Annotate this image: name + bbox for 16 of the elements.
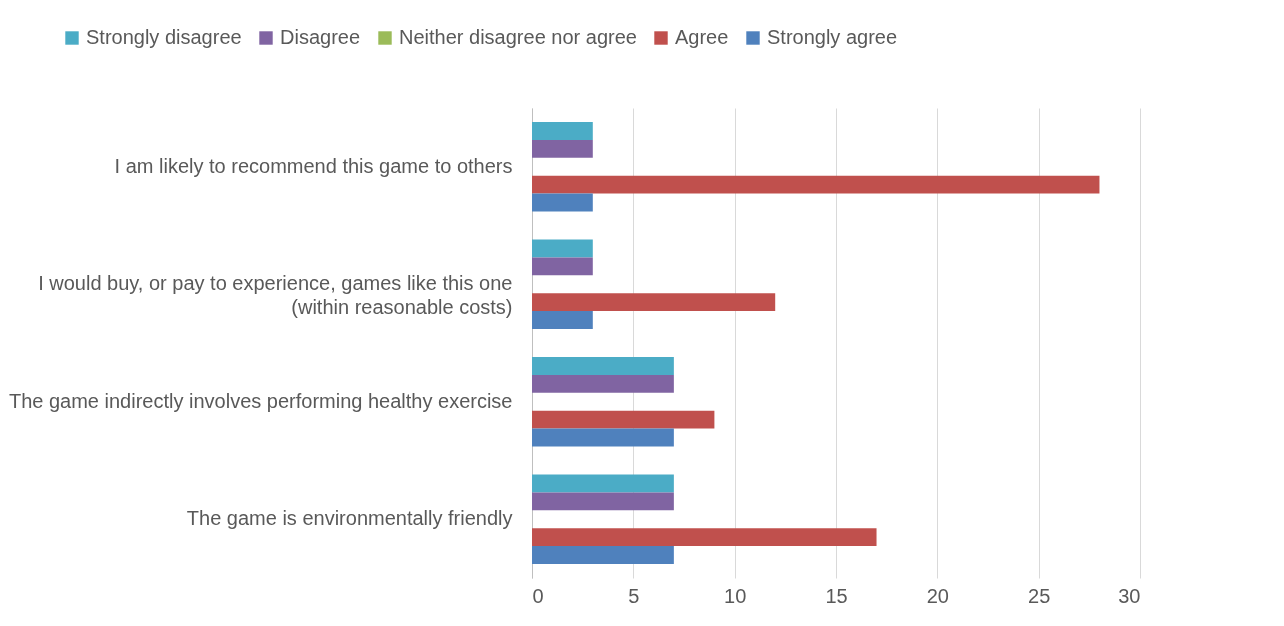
legend-label: Neither disagree nor agree [399, 26, 637, 48]
legend-label: Disagree [280, 26, 361, 48]
y-tick-label: The game indirectly involves performing healthy exercise [8, 389, 513, 412]
x-tick-label: 10 [724, 584, 747, 607]
legend-label: Strongly agree [767, 26, 898, 48]
x-tick-label: 5 [628, 584, 640, 607]
x-tick-label: 20 [926, 584, 949, 607]
x-tick-label: 0 [532, 584, 544, 607]
x-tick-label: 15 [825, 584, 848, 607]
x-tick-label: 30 [1118, 584, 1141, 607]
y-tick-label: The game is environmentally friendly [186, 507, 513, 530]
x-tick-label: 25 [1028, 584, 1051, 607]
y-tick-label: I am likely to recommend this game to others [114, 154, 513, 177]
y-tick-label: I would buy, or pay to experience, games like this one (within reasonable costs) [38, 272, 513, 319]
legend-label: Agree [675, 26, 729, 48]
legend-label: Strongly disagree [86, 26, 242, 48]
